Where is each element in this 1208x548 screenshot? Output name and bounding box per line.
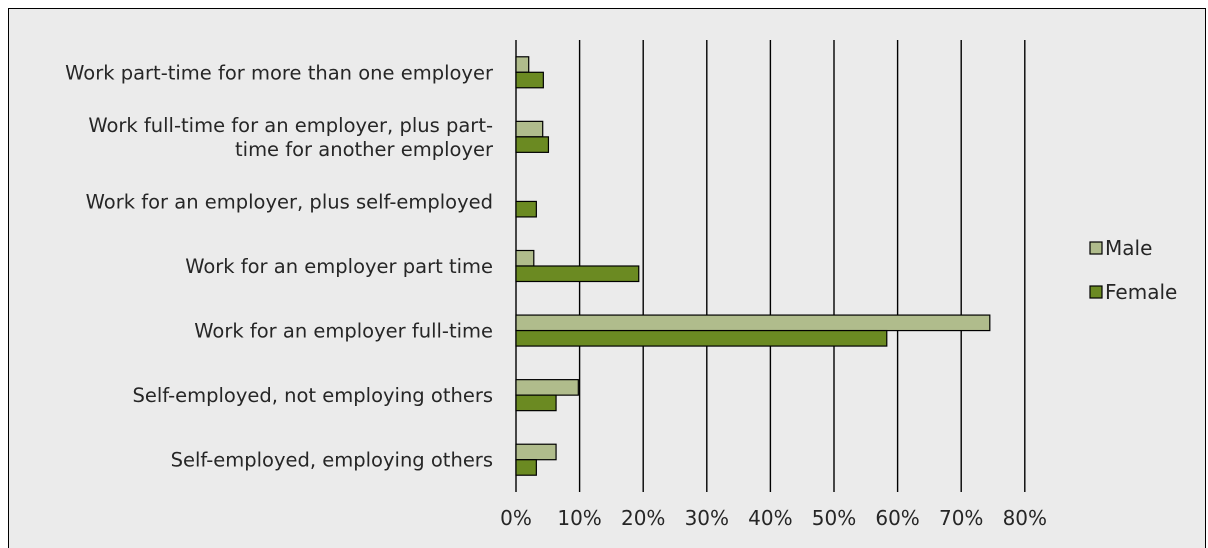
bar-male xyxy=(515,443,557,461)
category-label: Work for an employer part time xyxy=(185,255,493,278)
legend: Male Female xyxy=(1089,236,1177,304)
legend-label-female: Female xyxy=(1105,280,1177,304)
category-label: Work for an employer, plus self-employed xyxy=(86,190,493,213)
bar-female xyxy=(515,459,537,476)
category-label: Work full-time for an employer, plus par… xyxy=(88,114,493,137)
x-tick-label: 20% xyxy=(621,506,665,530)
x-tick-label: 70% xyxy=(939,506,983,530)
category-label: Self-employed, not employing others xyxy=(132,384,493,407)
bars xyxy=(515,56,991,476)
legend-label-male: Male xyxy=(1105,236,1152,260)
x-tick-label: 40% xyxy=(748,506,792,530)
bar-female xyxy=(515,329,888,347)
employment-bar-chart: Work part-time for more than one employe… xyxy=(65,40,1177,530)
bar-male xyxy=(515,56,530,73)
x-tick-label: 50% xyxy=(812,506,856,530)
bar-male xyxy=(515,120,544,138)
category-labels: Work part-time for more than one employe… xyxy=(65,61,494,471)
bar-female xyxy=(515,71,544,89)
bar-male xyxy=(515,249,535,267)
x-tick-label: 30% xyxy=(685,506,729,530)
legend-swatch-male xyxy=(1089,241,1103,255)
bar-male xyxy=(515,379,579,396)
x-tick-label: 60% xyxy=(875,506,919,530)
x-tick-label: 80% xyxy=(1003,506,1047,530)
bar-male xyxy=(515,314,991,332)
x-tick-label: 10% xyxy=(557,506,601,530)
category-label: Work for an employer full-time xyxy=(194,320,493,343)
category-label: Work part-time for more than one employe… xyxy=(65,61,494,84)
x-tick-labels: 0% 10% 20% 30% 40% 50% 60% 70% 80% xyxy=(500,506,1047,530)
bar-female xyxy=(515,200,537,218)
bar-female xyxy=(515,136,550,153)
bar-female xyxy=(515,265,640,283)
category-label: Self-employed, employing others xyxy=(171,449,493,472)
x-tick-label: 0% xyxy=(500,506,532,530)
category-label: time for another employer xyxy=(235,138,494,161)
bar-female xyxy=(515,394,557,412)
legend-swatch-female xyxy=(1089,285,1103,299)
